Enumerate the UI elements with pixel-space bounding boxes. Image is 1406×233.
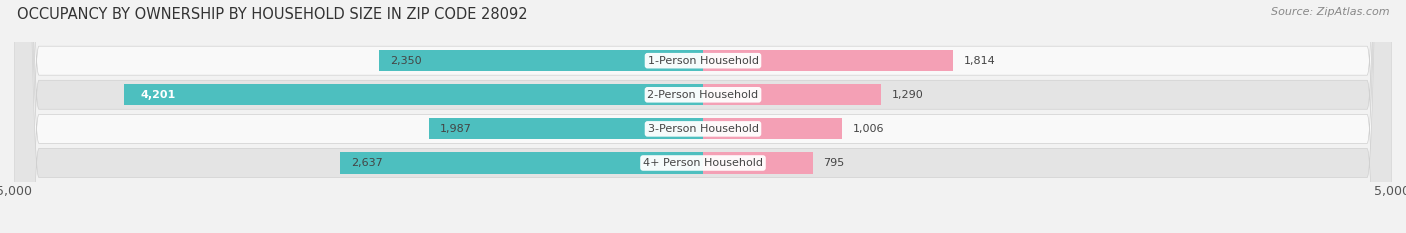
Text: 1,006: 1,006: [852, 124, 884, 134]
Bar: [703, 50, 953, 71]
Text: 1,290: 1,290: [891, 90, 924, 100]
FancyBboxPatch shape: [14, 0, 1392, 233]
Text: 4,201: 4,201: [141, 90, 176, 100]
Bar: [340, 152, 703, 174]
FancyBboxPatch shape: [14, 0, 1392, 233]
Text: OCCUPANCY BY OWNERSHIP BY HOUSEHOLD SIZE IN ZIP CODE 28092: OCCUPANCY BY OWNERSHIP BY HOUSEHOLD SIZE…: [17, 7, 527, 22]
Bar: [380, 50, 703, 71]
Bar: [703, 84, 880, 105]
Text: 795: 795: [824, 158, 845, 168]
Bar: [703, 118, 842, 140]
Text: 1,987: 1,987: [440, 124, 472, 134]
Text: 2-Person Household: 2-Person Household: [647, 90, 759, 100]
FancyBboxPatch shape: [14, 0, 1392, 233]
Text: 1-Person Household: 1-Person Household: [648, 56, 758, 66]
Text: 4+ Person Household: 4+ Person Household: [643, 158, 763, 168]
Bar: [703, 152, 813, 174]
FancyBboxPatch shape: [14, 0, 1392, 233]
Bar: [124, 84, 703, 105]
Text: 2,637: 2,637: [350, 158, 382, 168]
Text: Source: ZipAtlas.com: Source: ZipAtlas.com: [1271, 7, 1389, 17]
Text: 3-Person Household: 3-Person Household: [648, 124, 758, 134]
Text: 1,814: 1,814: [965, 56, 995, 66]
Text: 2,350: 2,350: [391, 56, 422, 66]
Bar: [429, 118, 703, 140]
